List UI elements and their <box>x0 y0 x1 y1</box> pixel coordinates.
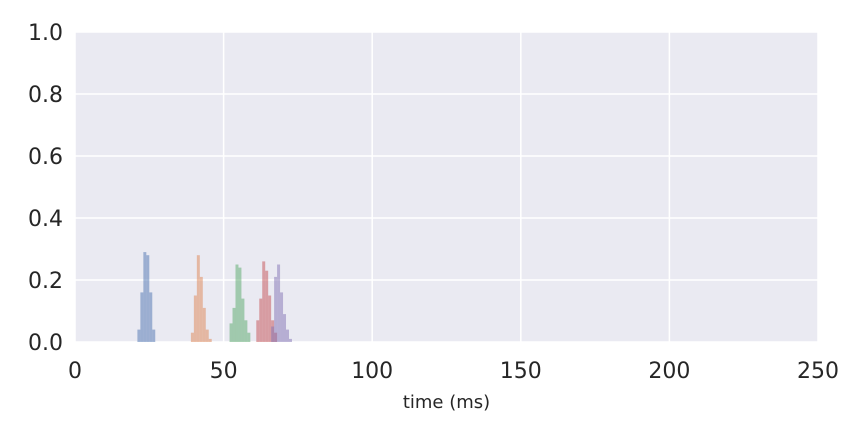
y-tick-label: 0.6 <box>28 145 63 170</box>
histogram-bar <box>244 320 248 342</box>
histogram-bar <box>283 314 287 342</box>
histogram-bar <box>137 329 141 342</box>
histogram-bar <box>140 292 144 342</box>
y-tick-label: 0.8 <box>28 83 63 108</box>
histogram-bar <box>199 276 203 342</box>
histogram-bar <box>229 323 233 342</box>
histogram-bar <box>235 264 239 342</box>
plot-background <box>75 32 818 342</box>
x-axis-label: time (ms) <box>403 392 490 413</box>
histogram-bar <box>280 292 284 342</box>
histogram-bar <box>146 255 150 342</box>
histogram-bar <box>256 320 260 342</box>
histogram-bar <box>196 255 200 342</box>
histogram-bar <box>268 295 272 342</box>
y-tick-label: 0.2 <box>28 269 63 294</box>
histogram-bar <box>259 298 263 342</box>
x-tick-label: 200 <box>648 359 690 384</box>
histogram-bar <box>265 270 269 342</box>
x-tick-labels: 0 50 100 150 200 250 <box>68 359 839 384</box>
x-tick-label: 250 <box>797 359 839 384</box>
histogram-bar <box>202 307 206 342</box>
histogram-bars <box>137 252 292 342</box>
histogram-bar <box>286 329 289 342</box>
y-tick-label: 0.4 <box>28 207 63 232</box>
y-tick-label: 0.0 <box>28 331 63 356</box>
histogram-bar <box>274 276 278 342</box>
histogram-bar <box>247 332 251 342</box>
histogram-bar <box>277 264 281 342</box>
histogram-bar <box>152 329 156 342</box>
x-tick-label: 150 <box>500 359 542 384</box>
y-tick-label: 1.0 <box>28 21 63 46</box>
histogram-bar <box>193 295 197 342</box>
y-tick-labels: 0.0 0.2 0.4 0.6 0.8 1.0 <box>28 21 63 356</box>
histogram-bar <box>232 307 236 342</box>
x-tick-label: 100 <box>351 359 393 384</box>
histogram-bar <box>241 298 245 342</box>
histogram-bar <box>208 338 212 342</box>
histogram-bar <box>288 338 292 342</box>
histogram-bar <box>143 252 147 342</box>
x-tick-label: 0 <box>68 359 82 384</box>
histogram-bar <box>271 326 275 342</box>
histogram-bar <box>262 261 266 342</box>
histogram-bar <box>205 329 209 342</box>
x-tick-label: 50 <box>210 359 238 384</box>
histogram-bar <box>190 332 194 342</box>
histogram-bar <box>238 267 242 342</box>
histogram-bar <box>149 292 153 342</box>
